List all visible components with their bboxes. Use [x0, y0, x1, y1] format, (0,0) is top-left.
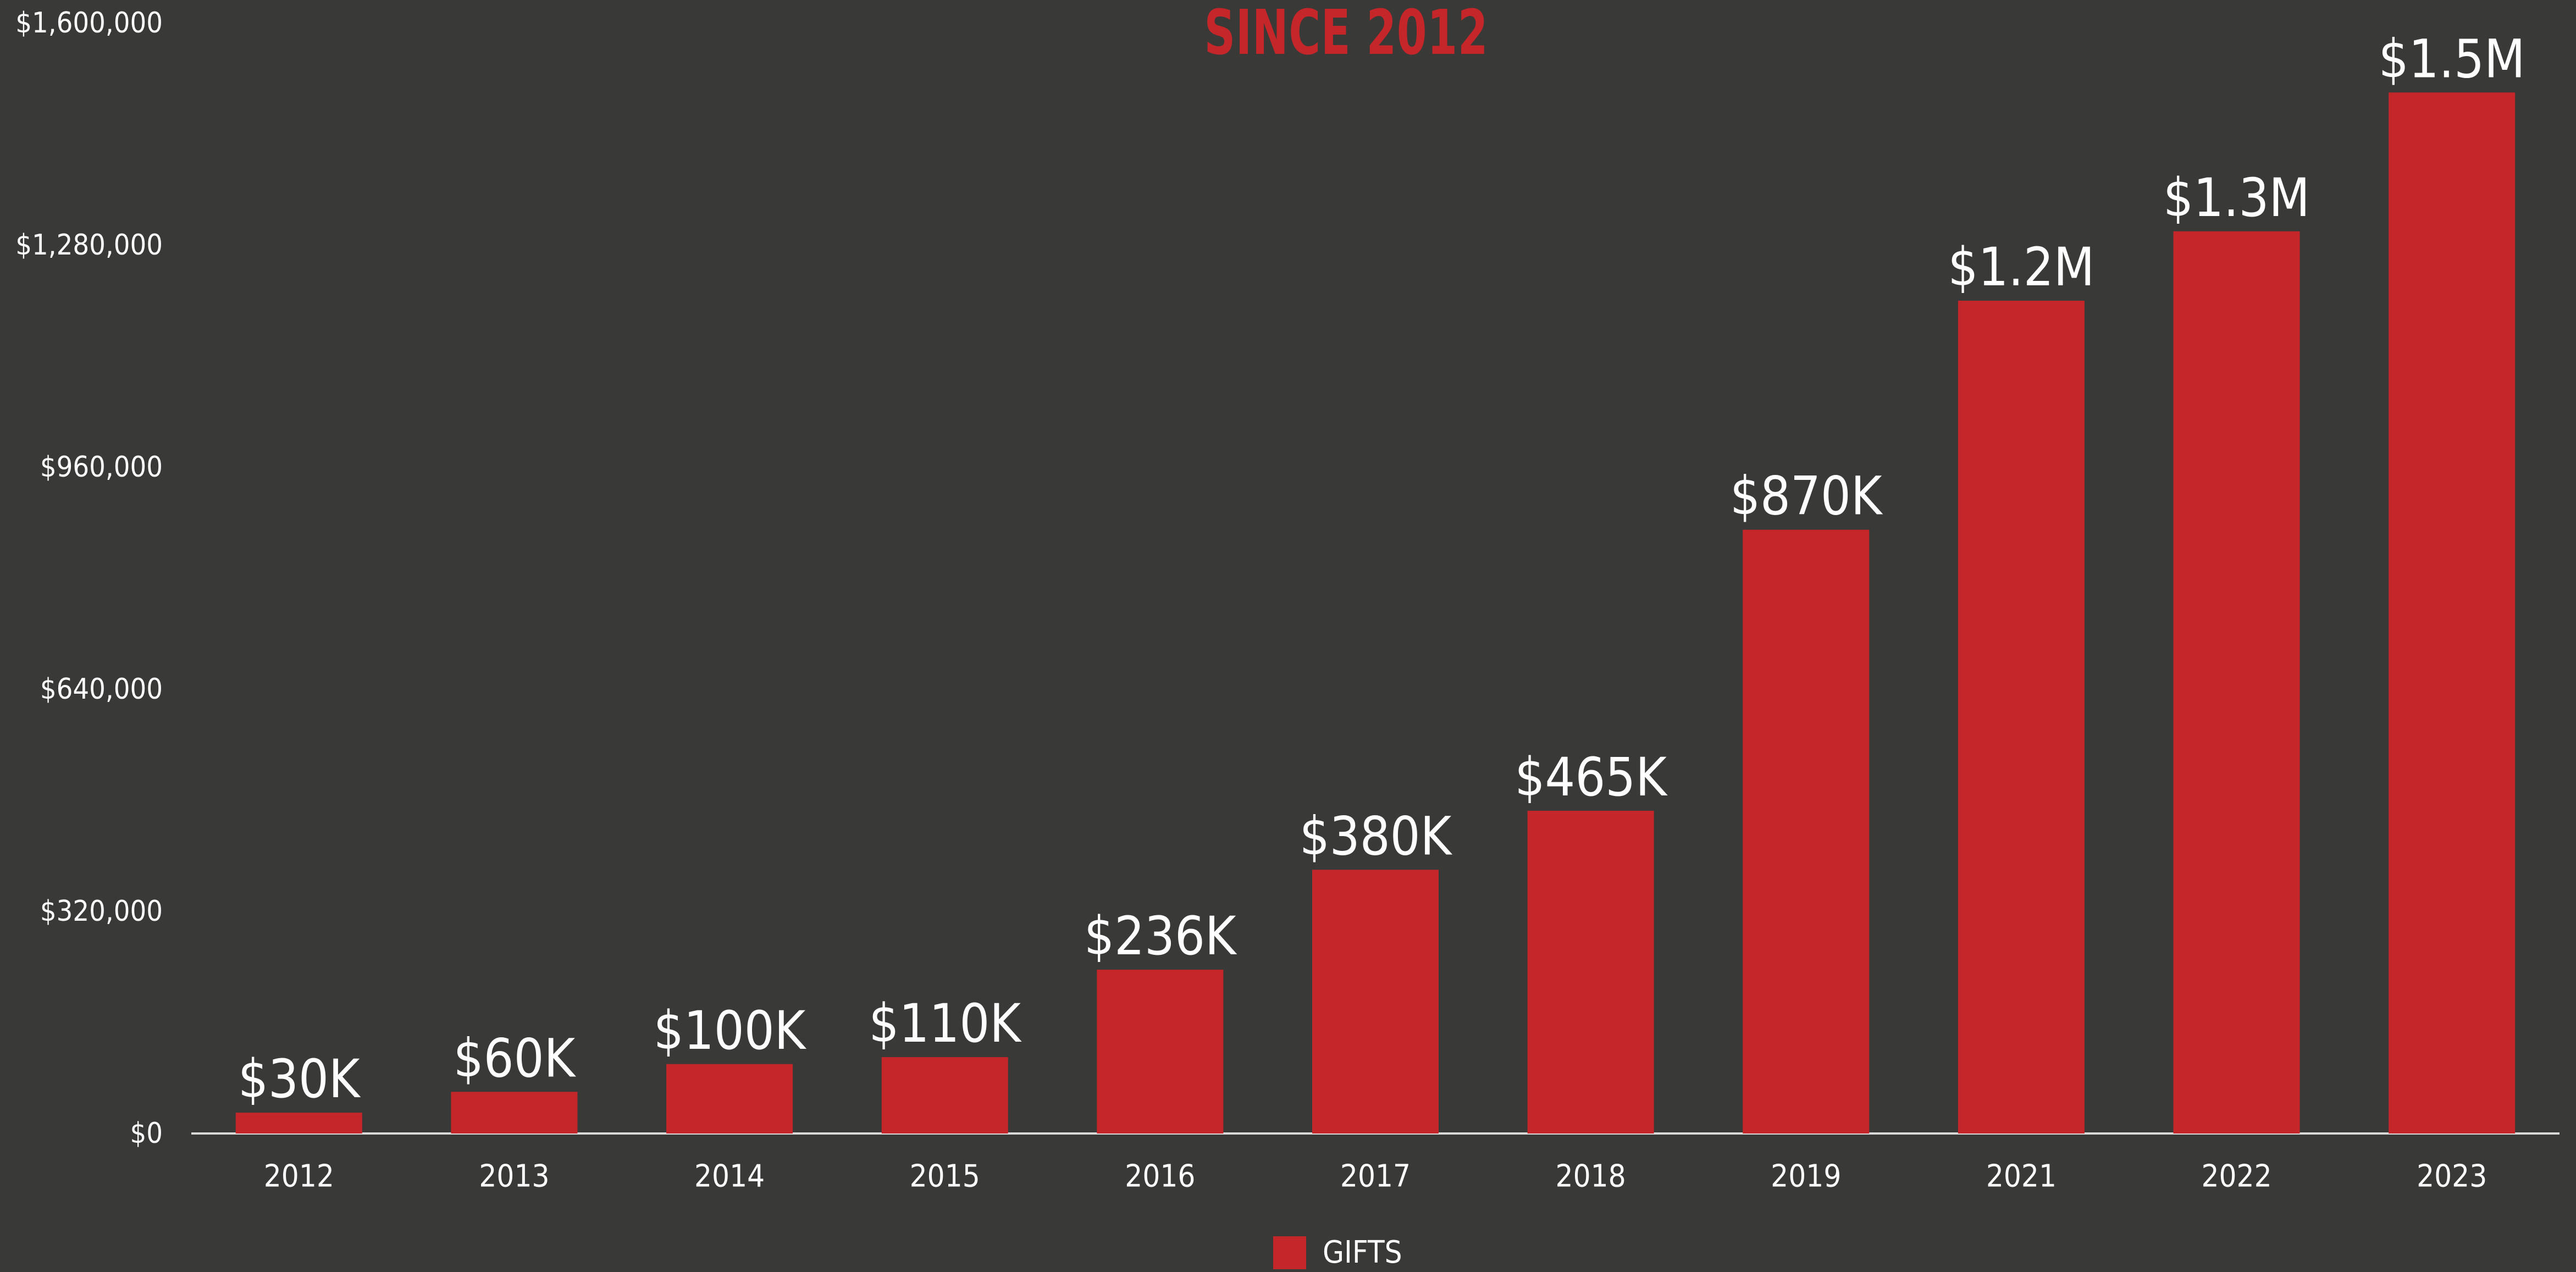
data-label-2016: $236K: [1084, 905, 1237, 967]
x-tick-label-2017: 2017: [1340, 1159, 1411, 1194]
data-label-2019: $870K: [1730, 466, 1883, 527]
x-tick-label-2015: 2015: [910, 1159, 980, 1194]
x-tick-label-2023: 2023: [2417, 1159, 2487, 1194]
bar-2023: [2389, 92, 2516, 1133]
bar-2013: [451, 1092, 578, 1133]
y-tick-label: $0: [130, 1117, 163, 1150]
data-label-2012: $30K: [238, 1048, 361, 1110]
x-tick-label-2018: 2018: [1556, 1159, 1626, 1194]
bar-2019: [1743, 529, 1870, 1133]
legend-swatch-gifts: [1273, 1236, 1306, 1269]
y-tick-label: $960,000: [40, 451, 163, 484]
x-tick-label-2016: 2016: [1125, 1159, 1195, 1194]
bar-2018: [1527, 810, 1654, 1133]
x-tick-label-2019: 2019: [1771, 1159, 1841, 1194]
bar-2017: [1312, 870, 1439, 1133]
y-tick-label: $320,000: [40, 895, 163, 928]
data-label-2015: $110K: [869, 993, 1022, 1054]
data-label-2017: $380K: [1300, 805, 1453, 867]
data-label-2023: $1.5M: [2379, 28, 2525, 90]
x-tick-label-2013: 2013: [479, 1159, 549, 1194]
x-tick-label-2014: 2014: [694, 1159, 765, 1194]
y-tick-label: $640,000: [40, 673, 163, 706]
chart-title: SINCE 2012: [1204, 0, 1489, 69]
y-tick-label: $1,280,000: [15, 229, 163, 262]
bar-2022: [2173, 231, 2300, 1133]
bar-2014: [666, 1064, 793, 1133]
bar-2016: [1097, 970, 1224, 1133]
legend-label-gifts: GIFTS: [1323, 1235, 1402, 1270]
bar-2021: [1958, 301, 2085, 1133]
data-label-2014: $100K: [654, 1000, 807, 1061]
data-label-2021: $1.2M: [1948, 236, 2095, 298]
data-label-2013: $60K: [454, 1027, 577, 1089]
legend[interactable]: GIFTS: [1273, 1234, 1402, 1272]
data-label-2018: $465K: [1514, 746, 1668, 808]
y-tick-label: $1,600,000: [15, 7, 163, 40]
bar-2012: [235, 1113, 362, 1133]
x-tick-label-2012: 2012: [264, 1159, 334, 1194]
bar-2015: [881, 1057, 1008, 1133]
data-label-2022: $1.3M: [2163, 167, 2310, 229]
x-tick-label-2021: 2021: [1986, 1159, 2057, 1194]
x-tick-label-2022: 2022: [2201, 1159, 2271, 1194]
